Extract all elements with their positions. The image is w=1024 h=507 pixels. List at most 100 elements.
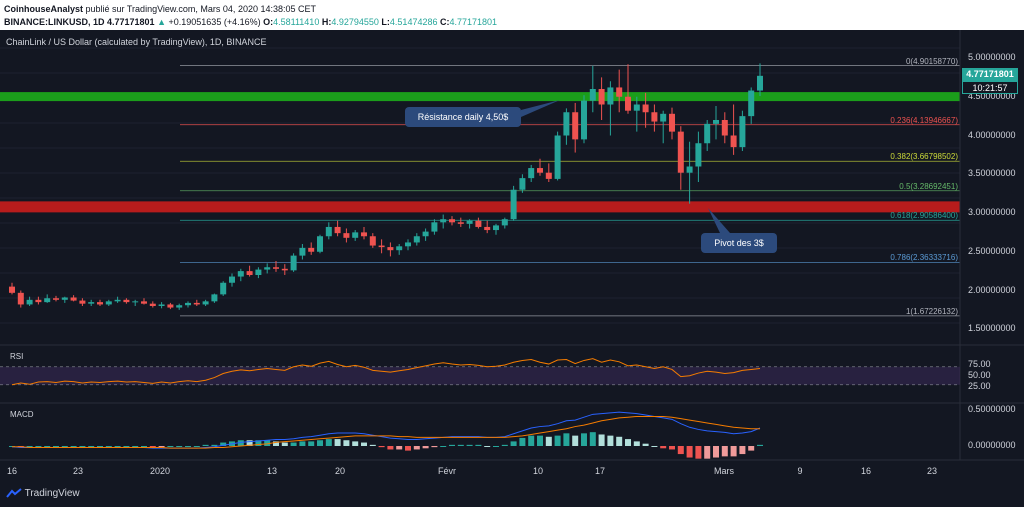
candle-body [281,268,288,271]
publish-info: publié sur TradingView.com, Mars 04, 202… [85,4,316,14]
macd-histogram-bar [730,446,737,457]
time-axis-label: 16 [7,466,18,476]
close-label: C: [440,17,450,27]
fib-label: 0(4.90158770) [905,56,958,66]
candle-body [79,300,86,304]
candle-body [17,292,24,305]
candle-body [440,219,447,223]
candle-body [61,297,68,300]
macd-histogram-bar [475,444,482,446]
candle-body [334,226,341,234]
macd-histogram-bar [405,446,411,451]
ohlc-line: BINANCE:LINKUSD, 1D 4.77171801 ▲ +0.1905… [4,16,497,28]
macd-histogram-bar [396,446,403,450]
candle-body [211,294,218,302]
fib-label: 0.5(3.28692451) [899,181,958,191]
candle-body [413,236,420,243]
candle-body [369,236,376,246]
candle-body [141,301,147,304]
candle-body [290,255,297,271]
macd-histogram-bar [440,446,447,447]
candle-body [431,222,438,232]
macd-histogram-bar [352,441,359,446]
macd-histogram-bar [422,446,429,449]
macd-histogram-bar [176,446,183,447]
macd-histogram-bar [211,444,218,446]
candle-body [185,302,191,306]
fib-label: 0.618(2.90586400) [890,211,958,221]
candle-body [396,246,403,251]
candle-body [264,267,271,270]
resistance-callout[interactable]: Résistance daily 4,50$ [405,107,521,127]
macd-histogram-bar [167,446,174,447]
candle-body [246,271,253,275]
macd-histogram-bar [510,441,517,446]
low-label: L: [381,17,390,27]
macd-histogram-bar [273,441,279,446]
candle-body [35,299,42,303]
time-axis-label: 23 [927,466,938,476]
author-name[interactable]: CoinhouseAnalyst [4,4,84,14]
low-value: 4.51474286 [389,17,438,27]
macd-histogram-bar [158,446,165,448]
candle-body [325,226,332,237]
macd-histogram-bar [299,441,306,446]
fib-label: 0.382(3.66798502) [890,152,958,162]
macd-label: MACD [10,410,34,419]
macd-histogram-bar [202,444,209,446]
pivot-pointer [708,208,730,233]
macd-histogram-bar [484,446,491,447]
high-label: H: [321,17,332,27]
tradingview-brand[interactable]: TradingView [6,488,80,499]
open-value: 4.58111410 [273,17,320,27]
candle-body [501,219,508,226]
candle-body [475,220,482,227]
candle-body [352,232,359,238]
macd-histogram-bar [677,446,684,455]
candle-body [449,219,455,223]
open-label: O: [263,17,274,27]
candle-body [132,301,139,303]
countdown-tag: 10:21:57 [962,81,1018,94]
candle-body [9,286,15,293]
price-chart[interactable] [0,30,1024,481]
brand-label: TradingView [24,488,80,499]
macd-histogram-bar [220,442,227,446]
publish-line: CoinhouseAnalyst publié sur TradingView.… [4,3,316,15]
candle-body [273,267,279,269]
macd-histogram-bar [185,446,191,447]
rsi-axis-label: 75.00 [968,358,991,369]
macd-histogram-bar [616,436,623,446]
macd-line [11,411,761,449]
chart-title: ChainLink / US Dollar (calculated by Tra… [6,37,267,47]
macd-histogram-bar [721,446,728,457]
candle-body [739,116,746,148]
candle-body [255,269,262,275]
candle-body [378,245,385,248]
macd-histogram-bar [457,444,464,446]
macd-histogram-bar [361,442,367,446]
macd-histogram-bar [88,446,95,447]
macd-histogram-bar [114,446,121,447]
macd-histogram-bar [651,446,658,447]
candle-body [493,225,499,231]
candle-body [343,233,350,238]
candle-body [616,87,623,97]
pivot-callout[interactable]: Pivot des 3$ [701,233,777,253]
time-axis-label: 20 [335,466,346,476]
time-axis-label: Févr [438,466,456,476]
macd-histogram-bar [633,441,640,446]
candle-body [26,299,33,305]
candle-body [581,100,587,140]
price-axis-label: 5.00000000 [968,52,1016,62]
candle-body [545,172,552,179]
macd-histogram-bar [149,446,156,448]
macd-histogram-bar [686,446,693,458]
macd-histogram-bar [264,440,271,446]
macd-histogram-bar [537,435,543,446]
macd-histogram-bar [97,446,103,447]
macd-histogram-bar [695,446,702,459]
candle-body [625,96,631,111]
time-axis-label: 17 [595,466,606,476]
macd-histogram-bar [493,446,499,447]
